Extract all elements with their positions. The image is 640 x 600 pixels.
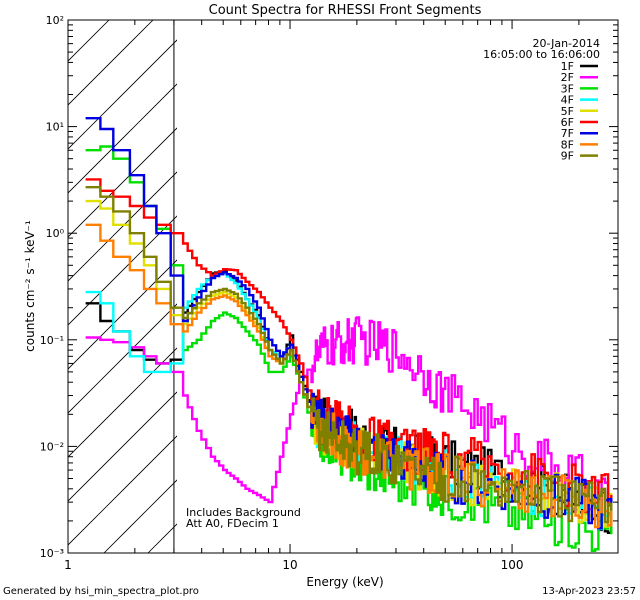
legend-label-4F: 4F <box>561 94 574 107</box>
legend-label-2F: 2F <box>561 71 574 84</box>
y-tick-label: 10⁰ <box>46 227 65 240</box>
date-label: 20-Jan-2014 <box>533 37 601 50</box>
hatch-stroke <box>68 20 154 106</box>
hatched-region <box>0 0 640 553</box>
legend-label-3F: 3F <box>561 82 574 95</box>
y-tick-label: 10⁻¹ <box>40 334 64 347</box>
y-tick-label: 10² <box>46 14 64 27</box>
plot-frame <box>67 19 619 554</box>
legend-label-5F: 5F <box>561 105 574 118</box>
x-tick-label: 100 <box>501 558 524 572</box>
footer-timestamp: 13-Apr-2023 23:57 <box>542 586 636 597</box>
hatch-stroke <box>68 215 177 326</box>
legend-label-8F: 8F <box>561 138 574 151</box>
hatch-stroke <box>68 347 177 458</box>
hatch-stroke <box>68 171 177 282</box>
x-axis-label: Energy (keV) <box>306 575 383 589</box>
x-tick-label: 10 <box>282 558 297 572</box>
series-9F <box>85 186 613 524</box>
hatch-stroke <box>0 0 44 553</box>
annotation-line-1: Includes Background <box>186 506 301 519</box>
series-layer <box>85 117 613 552</box>
chart-title: Count Spectra for RHESSI Front Segments <box>209 3 482 18</box>
footer-generated-by: Generated by hsi_min_spectra_plot.pro <box>3 586 199 597</box>
hatch-stroke <box>68 83 177 194</box>
legend-label-7F: 7F <box>561 127 574 140</box>
y-tick-label: 10¹ <box>46 121 64 134</box>
series-8F <box>85 223 613 529</box>
series-2F <box>85 316 613 511</box>
x-tick-label: 1 <box>64 558 72 572</box>
annotation-line-2: Att A0, FDecim 1 <box>186 517 279 530</box>
time-range-label: 16:05:00 to 16:06:00 <box>483 48 600 61</box>
y-axis-label: counts cm⁻² s⁻¹ keV⁻¹ <box>23 220 37 352</box>
hatch-stroke <box>0 0 88 553</box>
y-tick-label: 10⁻² <box>40 440 64 453</box>
hatch-stroke <box>280 0 640 553</box>
hatch-stroke <box>68 39 177 150</box>
hatch-stroke <box>0 0 132 553</box>
legend-label-6F: 6F <box>561 116 574 129</box>
legend-label-1F: 1F <box>561 60 574 73</box>
hatch-stroke <box>68 20 110 62</box>
y-tick-label: 10⁻³ <box>40 547 64 560</box>
hatch-stroke <box>68 435 177 546</box>
legend-label-9F: 9F <box>561 150 574 163</box>
hatch-stroke <box>632 0 640 553</box>
hatch-stroke <box>68 391 177 502</box>
axes: 1 10 100 10⁻³ 10⁻² 10⁻¹ 10⁰ 10¹ 10² <box>40 14 619 572</box>
